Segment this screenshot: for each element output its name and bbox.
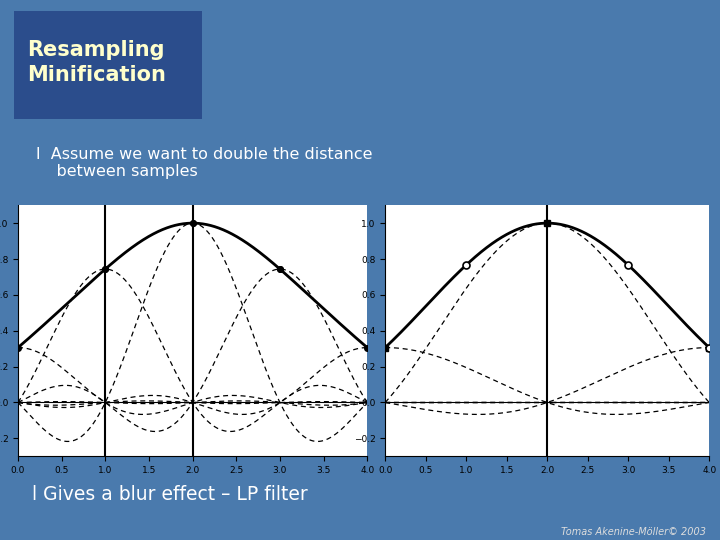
Text: Tomas Akenine-Möller© 2003: Tomas Akenine-Möller© 2003 (561, 527, 706, 537)
Text: Resampling
Minification: Resampling Minification (27, 40, 166, 85)
FancyBboxPatch shape (9, 8, 207, 122)
Text: l Gives a blur effect – LP filter: l Gives a blur effect – LP filter (32, 484, 307, 504)
Text: l  Assume we want to double the distance
    between samples: l Assume we want to double the distance … (36, 147, 372, 179)
